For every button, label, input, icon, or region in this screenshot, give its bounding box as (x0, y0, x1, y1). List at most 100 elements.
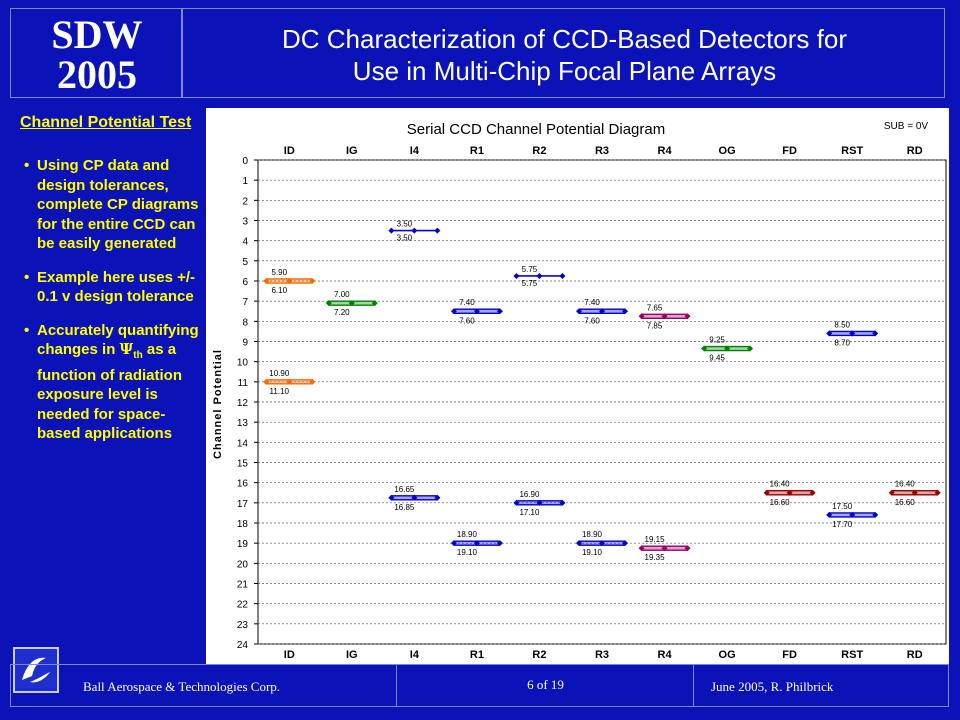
value-label-bottom: 16.85 (394, 503, 415, 512)
marker-diamond (536, 499, 543, 506)
marker-diamond (371, 300, 378, 307)
y-tick-label: 7 (242, 297, 248, 308)
category-label-top: ID (284, 145, 295, 157)
category-label-bottom: R1 (470, 649, 484, 661)
potential-marker: 16.90 17.10 (513, 490, 566, 517)
chart-title: Serial CCD Channel Potential Diagram (407, 121, 665, 138)
category-label-top: R3 (595, 145, 609, 157)
value-label-top: 8.50 (834, 320, 850, 329)
title-box: DC Characterization of CCD-Based Detecto… (182, 8, 945, 98)
psi-subscript: th (133, 350, 143, 361)
marker-diamond (684, 313, 691, 320)
marker-diamond (559, 272, 566, 279)
marker-diamond (786, 489, 793, 496)
category-label-bottom: RD (907, 649, 923, 661)
value-label-bottom: 5.75 (522, 279, 538, 288)
category-label-bottom: RST (841, 649, 863, 661)
value-label-top: 16.65 (394, 485, 415, 494)
marker-diamond (576, 308, 582, 315)
marker-diamond (513, 499, 520, 506)
marker-diamond (473, 540, 480, 547)
marker-diamond (309, 278, 316, 284)
potential-marker: 19.15 19.35 (638, 535, 691, 562)
value-label-top: 7.65 (647, 303, 663, 312)
marker-diamond (434, 494, 441, 501)
marker-diamond (559, 499, 566, 506)
value-label-bottom: 8.70 (834, 338, 850, 347)
category-label-bottom: ID (284, 649, 295, 661)
marker-diamond (888, 489, 895, 496)
potential-marker: 18.90 19.10 (450, 530, 503, 557)
category-label-top: R1 (470, 145, 484, 157)
category-label-top: R2 (532, 145, 546, 157)
value-label-top: 5.90 (271, 268, 287, 277)
y-tick-label: 13 (237, 418, 249, 429)
y-tick-label: 20 (237, 559, 249, 570)
potential-marker: 10.90 11.10 (263, 369, 316, 396)
marker-diamond (434, 227, 441, 234)
value-label-top: 18.90 (582, 530, 603, 539)
footer-company-cell: Ball Aerospace & Technologies Corp. (11, 665, 397, 706)
value-label-bottom: 7.60 (584, 316, 600, 325)
marker-diamond (411, 227, 418, 234)
marker-diamond (849, 330, 856, 337)
marker-diamond (826, 330, 833, 337)
logo-line2: 2005 (57, 52, 137, 97)
marker-diamond (450, 540, 457, 547)
marker-diamond (872, 330, 879, 337)
y-tick-label: 17 (237, 499, 249, 510)
marker-diamond (309, 378, 316, 385)
category-label-bottom: I4 (410, 649, 420, 661)
value-label-bottom: 19.10 (457, 548, 478, 557)
value-label-top: 16.40 (895, 480, 916, 489)
marker-diamond (348, 300, 355, 307)
y-tick-label: 3 (242, 217, 248, 228)
y-tick-label: 21 (237, 580, 249, 591)
ball-logo-icon (13, 647, 59, 693)
y-tick-label: 2 (242, 196, 248, 207)
y-tick-label: 24 (237, 640, 249, 651)
y-tick-label: 18 (237, 519, 249, 530)
value-label-bottom: 7.20 (334, 308, 350, 317)
footer: Ball Aerospace & Technologies Corp. 6 of… (10, 664, 949, 707)
value-label-bottom: 19.10 (582, 548, 603, 557)
value-label-top: 5.75 (522, 265, 538, 274)
value-label-bottom: 17.70 (832, 520, 853, 529)
value-label-bottom: 6.10 (271, 286, 287, 295)
marker-diamond (911, 489, 918, 496)
potential-marker: 17.50 17.70 (826, 502, 879, 529)
value-label-bottom: 16.60 (895, 498, 916, 507)
potential-marker: 5.90 6.10 (263, 268, 316, 295)
value-label-bottom: 3.50 (397, 234, 413, 243)
y-tick-label: 14 (237, 438, 249, 449)
bullet-text: Using CP data and design tolerances, com… (37, 157, 199, 252)
potential-marker: 16.40 16.60 (888, 480, 941, 507)
y-tick-label: 6 (242, 277, 248, 288)
category-label-top: RST (841, 145, 863, 157)
y-tick-label: 23 (237, 620, 249, 631)
category-label-top: I4 (410, 145, 420, 157)
footer-page-cell: 6 of 19 (397, 665, 694, 706)
y-axis-label: Channel Potential (212, 349, 224, 459)
y-tick-label: 11 (238, 378, 249, 389)
channel-potential-chart: Serial CCD Channel Potential Diagram SUB… (212, 121, 947, 661)
potential-marker: 16.65 16.85 (388, 485, 441, 512)
marker-diamond (388, 227, 395, 234)
marker-diamond (934, 489, 941, 496)
bullet-item: Example here uses +/- 0.1 v design toler… (24, 268, 200, 307)
marker-diamond (473, 308, 480, 315)
value-label-top: 19.15 (645, 535, 666, 544)
marker-diamond (638, 545, 645, 552)
potential-marker: 7.40 7.60 (576, 298, 628, 325)
category-label-bottom: FD (782, 649, 797, 661)
marker-diamond (263, 278, 270, 284)
value-label-bottom: 17.10 (519, 508, 540, 517)
marker-diamond (536, 272, 543, 279)
marker-diamond (286, 378, 293, 385)
marker-diamond (701, 345, 708, 352)
y-tick-label: 9 (242, 338, 248, 349)
marker-diamond (826, 511, 833, 518)
logo-box: SDW 2005 (10, 8, 182, 98)
marker-diamond (599, 540, 605, 547)
marker-diamond (763, 489, 770, 496)
